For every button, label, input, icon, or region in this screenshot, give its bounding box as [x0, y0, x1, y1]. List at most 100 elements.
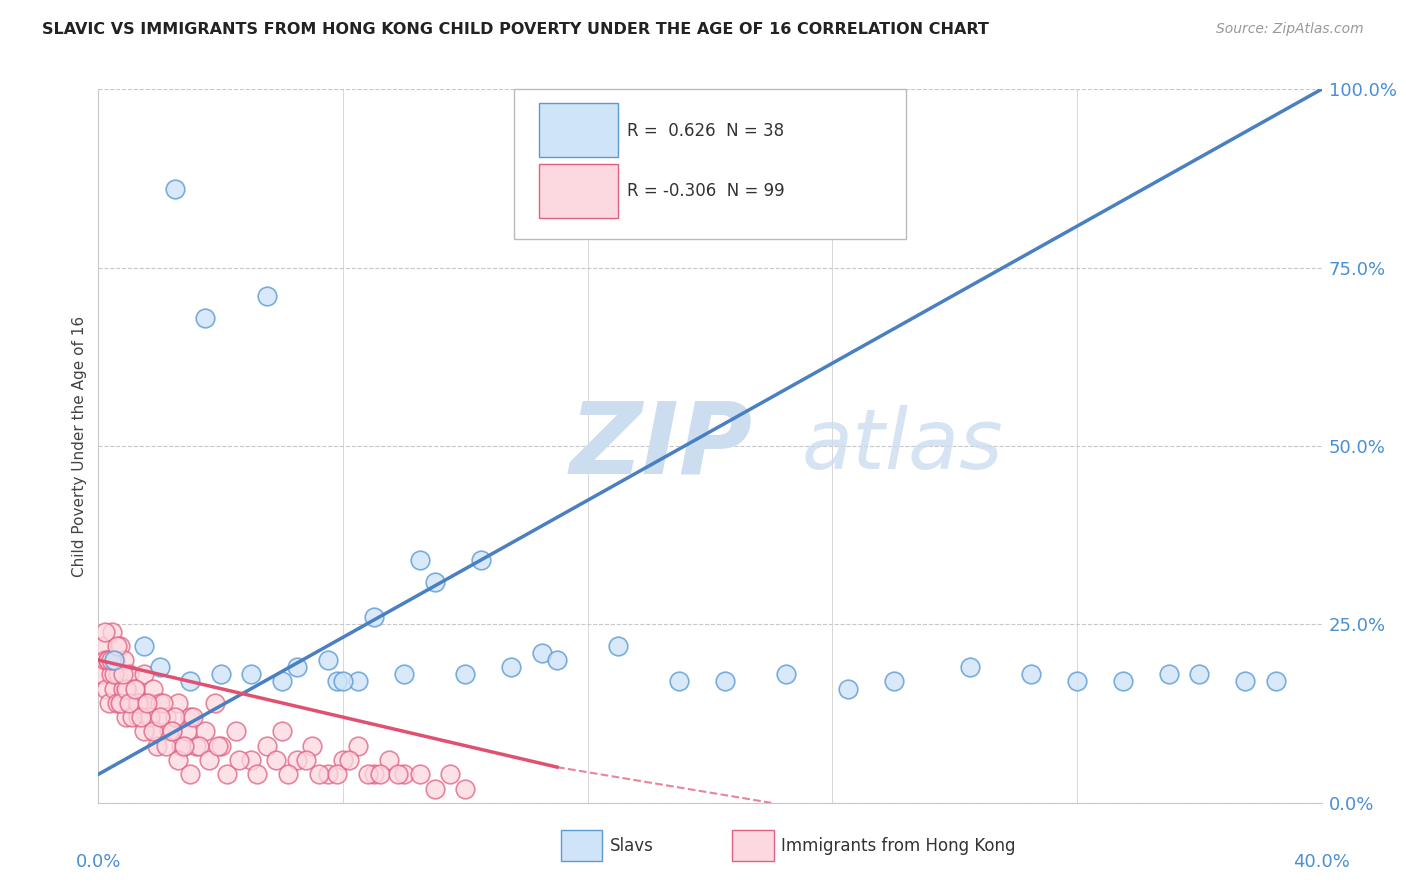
Point: [105, 639, 128, 653]
Point: [108, 696, 131, 710]
Point: [118, 696, 141, 710]
Point: [117, 681, 139, 696]
Point: [270, 724, 294, 739]
Point: [197, 753, 219, 767]
Point: [240, 753, 263, 767]
Point: [111, 681, 134, 696]
Text: R =  0.626  N = 38: R = 0.626 N = 38: [627, 121, 785, 139]
Point: [959, 660, 981, 674]
Point: [100, 667, 122, 681]
Point: [179, 674, 201, 689]
Point: [356, 767, 378, 781]
Point: [423, 574, 446, 589]
Point: [1264, 674, 1286, 689]
Point: [308, 767, 330, 781]
Point: [215, 767, 238, 781]
Point: [408, 767, 430, 781]
Point: [209, 739, 232, 753]
FancyBboxPatch shape: [538, 164, 619, 218]
Point: [277, 767, 299, 781]
Point: [155, 739, 177, 753]
Point: [134, 667, 156, 681]
FancyBboxPatch shape: [733, 830, 773, 862]
Point: [501, 660, 523, 674]
Point: [347, 674, 370, 689]
Point: [246, 767, 269, 781]
Point: [149, 696, 172, 710]
Point: [93, 653, 115, 667]
Text: 0.0%: 0.0%: [76, 853, 121, 871]
Point: [668, 674, 690, 689]
Point: [186, 739, 208, 753]
Point: [392, 667, 416, 681]
Point: [607, 639, 630, 653]
Point: [392, 767, 416, 781]
Point: [121, 696, 143, 710]
Point: [160, 724, 183, 739]
Point: [134, 724, 156, 739]
Point: [170, 739, 193, 753]
Point: [188, 739, 211, 753]
Point: [124, 681, 146, 696]
Point: [101, 624, 124, 639]
Point: [337, 753, 360, 767]
Y-axis label: Child Poverty Under the Age of 16: Child Poverty Under the Age of 16: [72, 316, 87, 576]
Text: Slavs: Slavs: [610, 837, 654, 855]
Point: [107, 667, 129, 681]
Point: [121, 710, 143, 724]
Point: [152, 696, 174, 710]
Point: [207, 739, 229, 753]
FancyBboxPatch shape: [561, 830, 602, 862]
Point: [91, 639, 114, 653]
Point: [439, 767, 461, 781]
Text: SLAVIC VS IMMIGRANTS FROM HONG KONG CHILD POVERTY UNDER THE AGE OF 16 CORRELATIO: SLAVIC VS IMMIGRANTS FROM HONG KONG CHIL…: [42, 22, 988, 37]
Point: [714, 674, 737, 689]
Point: [179, 710, 201, 724]
Point: [112, 653, 135, 667]
Point: [1234, 674, 1257, 689]
Point: [775, 667, 797, 681]
Point: [530, 646, 553, 660]
Point: [209, 667, 232, 681]
Point: [295, 753, 318, 767]
Point: [93, 624, 115, 639]
Point: [423, 781, 446, 796]
Point: [163, 182, 186, 196]
Point: [139, 696, 162, 710]
Point: [167, 696, 190, 710]
Point: [363, 610, 385, 624]
Point: [124, 681, 146, 696]
Point: [94, 681, 117, 696]
FancyBboxPatch shape: [538, 103, 619, 157]
Point: [1157, 667, 1180, 681]
Point: [285, 660, 308, 674]
Point: [173, 739, 195, 753]
Point: [145, 739, 167, 753]
Point: [454, 781, 477, 796]
Point: [454, 667, 477, 681]
Point: [301, 739, 323, 753]
Point: [883, 674, 905, 689]
Point: [163, 710, 186, 724]
Point: [176, 724, 198, 739]
Text: atlas: atlas: [801, 406, 1004, 486]
Point: [108, 639, 131, 653]
Point: [127, 710, 149, 724]
Point: [173, 739, 195, 753]
Point: [110, 696, 132, 710]
Point: [105, 696, 128, 710]
Point: [837, 681, 859, 696]
Point: [179, 767, 201, 781]
Point: [98, 696, 121, 710]
Point: [157, 724, 180, 739]
Text: ZIP: ZIP: [569, 398, 752, 494]
Point: [104, 653, 127, 667]
Point: [228, 753, 250, 767]
Point: [316, 767, 339, 781]
Point: [145, 724, 167, 739]
Text: 40.0%: 40.0%: [1294, 853, 1350, 871]
Point: [142, 681, 165, 696]
Point: [136, 696, 159, 710]
Point: [118, 667, 141, 681]
Point: [167, 753, 190, 767]
